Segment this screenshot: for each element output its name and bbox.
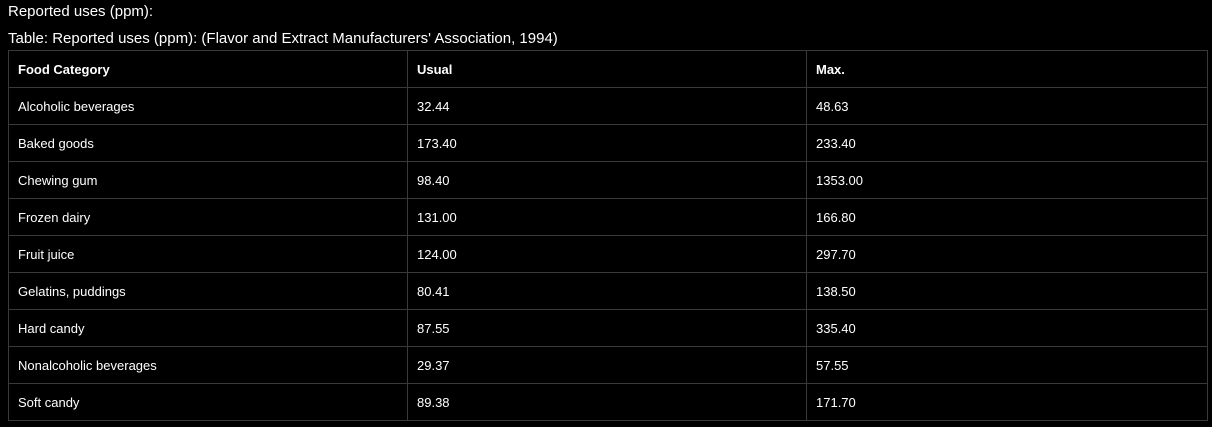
table-row: Frozen dairy 131.00 166.80 bbox=[8, 198, 1208, 236]
section-heading: Reported uses (ppm): bbox=[8, 3, 154, 20]
cell-max: 57.55 bbox=[806, 346, 1208, 384]
cell-max: 233.40 bbox=[806, 124, 1208, 162]
cell-max: 48.63 bbox=[806, 87, 1208, 125]
cell-max: 171.70 bbox=[806, 383, 1208, 421]
cell-usual: 80.41 bbox=[407, 272, 807, 310]
table-row: Nonalcoholic beverages 29.37 57.55 bbox=[8, 346, 1208, 384]
reported-uses-table: Food Category Usual Max. Alcoholic bever… bbox=[8, 50, 1208, 421]
cell-usual: 32.44 bbox=[407, 87, 807, 125]
cell-food-category: Gelatins, puddings bbox=[8, 272, 408, 310]
cell-max: 297.70 bbox=[806, 235, 1208, 273]
table-caption: Table: Reported uses (ppm): (Flavor and … bbox=[8, 30, 558, 47]
table-row: Baked goods 173.40 233.40 bbox=[8, 124, 1208, 162]
table-row: Fruit juice 124.00 297.70 bbox=[8, 235, 1208, 273]
cell-usual: 98.40 bbox=[407, 161, 807, 199]
cell-max: 1353.00 bbox=[806, 161, 1208, 199]
cell-food-category: Baked goods bbox=[8, 124, 408, 162]
cell-max: 138.50 bbox=[806, 272, 1208, 310]
cell-food-category: Fruit juice bbox=[8, 235, 408, 273]
table-row: Alcoholic beverages 32.44 48.63 bbox=[8, 87, 1208, 125]
table-row: Gelatins, puddings 80.41 138.50 bbox=[8, 272, 1208, 310]
cell-usual: 173.40 bbox=[407, 124, 807, 162]
cell-usual: 29.37 bbox=[407, 346, 807, 384]
cell-food-category: Hard candy bbox=[8, 309, 408, 347]
cell-usual: 124.00 bbox=[407, 235, 807, 273]
table-header-row: Food Category Usual Max. bbox=[8, 50, 1208, 88]
cell-food-category: Nonalcoholic beverages bbox=[8, 346, 408, 384]
cell-food-category: Chewing gum bbox=[8, 161, 408, 199]
header-food-category: Food Category bbox=[8, 50, 408, 88]
cell-usual: 89.38 bbox=[407, 383, 807, 421]
cell-usual: 87.55 bbox=[407, 309, 807, 347]
table-row: Soft candy 89.38 171.70 bbox=[8, 383, 1208, 421]
cell-food-category: Frozen dairy bbox=[8, 198, 408, 236]
header-max: Max. bbox=[806, 50, 1208, 88]
table-row: Chewing gum 98.40 1353.00 bbox=[8, 161, 1208, 199]
cell-max: 166.80 bbox=[806, 198, 1208, 236]
cell-usual: 131.00 bbox=[407, 198, 807, 236]
cell-food-category: Alcoholic beverages bbox=[8, 87, 408, 125]
cell-food-category: Soft candy bbox=[8, 383, 408, 421]
table-row: Hard candy 87.55 335.40 bbox=[8, 309, 1208, 347]
cell-max: 335.40 bbox=[806, 309, 1208, 347]
header-usual: Usual bbox=[407, 50, 807, 88]
